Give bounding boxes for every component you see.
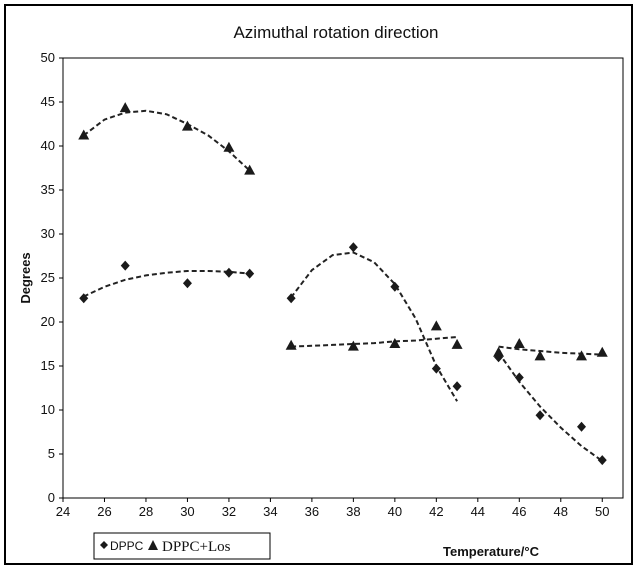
x-tick-label: 36 [305,504,319,519]
y-tick-label: 40 [41,138,55,153]
x-tick-label: 44 [471,504,485,519]
dppc-point [514,372,524,383]
dppc-los-point [451,338,463,349]
legend-triangle-icon [148,540,158,550]
dppc-los-point [285,339,297,350]
y-tick-label: 15 [41,358,55,373]
x-tick-label: 38 [346,504,360,519]
dppc-point [224,267,234,278]
x-tick-label: 48 [554,504,568,519]
dppc-los-point [347,340,359,351]
dppc-los-trendline [291,336,458,348]
dppc-point [597,455,607,466]
dppc-trendline [290,251,458,402]
dppc-los-point [576,350,588,361]
dppc-los-point [181,120,193,131]
dppc-point [452,381,462,392]
markers [78,102,608,466]
dppc-los-point [513,338,525,348]
dppc-los-trendline [498,345,603,356]
x-tick-label: 26 [97,504,111,519]
dppc-los-trendline [83,109,251,172]
dppc-los-point [389,338,401,348]
dppc-los-point [534,350,546,361]
dppc-los-point [244,164,256,175]
dppc-point [390,281,400,292]
dppc-point [120,260,130,271]
dppc-point [535,410,545,421]
dppc-los-point [78,129,90,140]
x-tick-label: 40 [388,504,402,519]
x-tick-label: 34 [263,504,277,519]
y-tick-label: 50 [41,50,55,65]
dppc-point [286,293,296,304]
y-tick-label: 0 [48,490,55,505]
y-tick-label: 10 [41,402,55,417]
dppc-trendline [497,352,603,462]
x-tick-label: 30 [180,504,194,519]
axes: 0 5 10 15 20 25 30 35 40 45 50 24 26 28 30 32 34 36 38 40 42… [41,50,610,519]
dppc-point [577,421,587,432]
x-axis-label: Temperature/°C [443,544,540,559]
dppc-los-point [430,320,442,331]
x-tick-label: 42 [429,504,443,519]
dppc-los-point [596,346,608,357]
dppc-trendline [83,270,250,298]
chart-title: Azimuthal rotation direction [233,23,438,42]
dppc-los-point [119,102,131,113]
x-tick-label: 32 [222,504,236,519]
dppc-point [245,268,255,279]
y-tick-label: 35 [41,182,55,197]
legend-box [93,532,271,560]
dppc-point [79,293,89,304]
legend: DPPC DPPC+Los [93,532,271,560]
y-tick-label: 20 [41,314,55,329]
legend-label-dppc: DPPC [110,539,144,553]
y-tick-label: 45 [41,94,55,109]
legend-diamond-icon [100,541,108,549]
dppc-point [182,278,192,289]
y-tick-label: 30 [41,226,55,241]
y-tick-label: 5 [48,446,55,461]
trendlines [83,109,603,462]
y-axis-label: Degrees [18,252,33,303]
x-tick-label: 50 [595,504,609,519]
dppc-los-point [223,141,235,152]
legend-label-dppc-los: DPPC+Los [162,539,231,555]
x-tick-label: 46 [512,504,526,519]
dppc-point [348,242,358,253]
y-tick-label: 25 [41,270,55,285]
x-tick-label: 28 [139,504,153,519]
x-tick-label: 24 [56,504,70,519]
dppc-los-point [493,346,505,357]
plot-area [62,57,624,499]
dppc-point [431,363,441,374]
